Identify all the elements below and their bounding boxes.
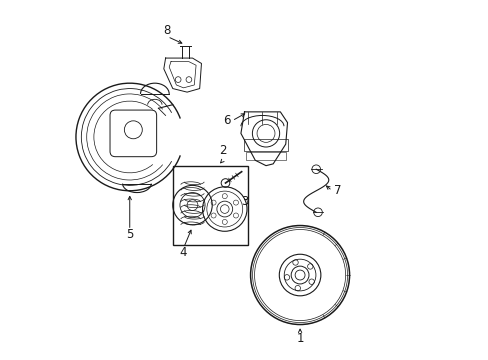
Bar [244, 139, 287, 151]
Text: 4: 4 [180, 246, 187, 259]
Bar [172, 166, 247, 244]
Text: 1: 1 [296, 332, 303, 345]
Text: 3: 3 [241, 195, 248, 208]
Text: 5: 5 [126, 228, 133, 242]
Text: 6: 6 [223, 114, 230, 127]
Text: 2: 2 [219, 144, 226, 157]
Text: 8: 8 [163, 23, 171, 37]
Text: 7: 7 [333, 184, 341, 197]
Bar [246, 152, 285, 160]
